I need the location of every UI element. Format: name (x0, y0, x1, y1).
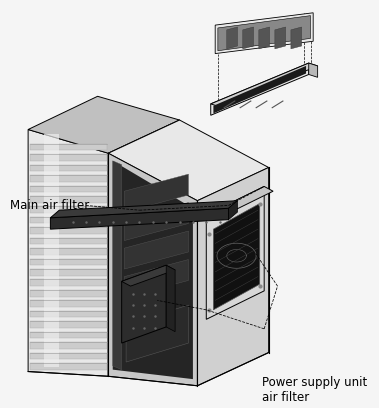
Text: Power supply unit
air filter: Power supply unit air filter (262, 376, 368, 404)
Polygon shape (30, 290, 106, 297)
Polygon shape (30, 144, 106, 151)
Polygon shape (122, 265, 166, 343)
Polygon shape (215, 13, 313, 53)
Polygon shape (211, 63, 309, 115)
Polygon shape (126, 305, 188, 362)
Polygon shape (211, 63, 318, 107)
Polygon shape (124, 231, 188, 269)
Polygon shape (124, 174, 188, 212)
Polygon shape (124, 259, 188, 297)
Polygon shape (108, 153, 197, 386)
Polygon shape (30, 321, 106, 328)
Polygon shape (213, 66, 306, 113)
Polygon shape (124, 203, 188, 241)
Polygon shape (291, 27, 302, 49)
Polygon shape (275, 27, 285, 49)
Polygon shape (30, 154, 106, 161)
Polygon shape (122, 265, 175, 286)
Polygon shape (30, 196, 106, 203)
Polygon shape (28, 96, 180, 153)
Polygon shape (309, 63, 318, 78)
Polygon shape (113, 161, 193, 379)
Polygon shape (197, 167, 269, 386)
Polygon shape (259, 27, 269, 49)
Polygon shape (30, 279, 106, 286)
Polygon shape (30, 227, 106, 234)
Polygon shape (227, 27, 238, 49)
Polygon shape (30, 175, 106, 182)
Polygon shape (50, 208, 229, 229)
Text: Main air filter: Main air filter (10, 199, 89, 212)
Polygon shape (213, 204, 260, 310)
Polygon shape (108, 120, 269, 201)
Polygon shape (243, 27, 254, 49)
Polygon shape (30, 332, 106, 338)
Polygon shape (113, 161, 122, 370)
Polygon shape (229, 201, 238, 220)
Polygon shape (30, 206, 106, 213)
Polygon shape (30, 165, 106, 171)
Polygon shape (30, 353, 106, 359)
Polygon shape (30, 269, 106, 276)
Polygon shape (30, 363, 106, 370)
Polygon shape (218, 16, 310, 51)
Polygon shape (166, 265, 175, 332)
Polygon shape (108, 120, 180, 376)
Polygon shape (30, 259, 106, 265)
Polygon shape (30, 311, 106, 317)
Polygon shape (30, 342, 106, 349)
Polygon shape (50, 201, 238, 218)
Polygon shape (30, 248, 106, 255)
Polygon shape (28, 129, 108, 376)
Polygon shape (206, 186, 273, 220)
Polygon shape (30, 238, 106, 244)
Polygon shape (44, 134, 59, 367)
Polygon shape (30, 186, 106, 192)
Polygon shape (206, 186, 264, 319)
Polygon shape (30, 217, 106, 224)
Polygon shape (30, 300, 106, 307)
